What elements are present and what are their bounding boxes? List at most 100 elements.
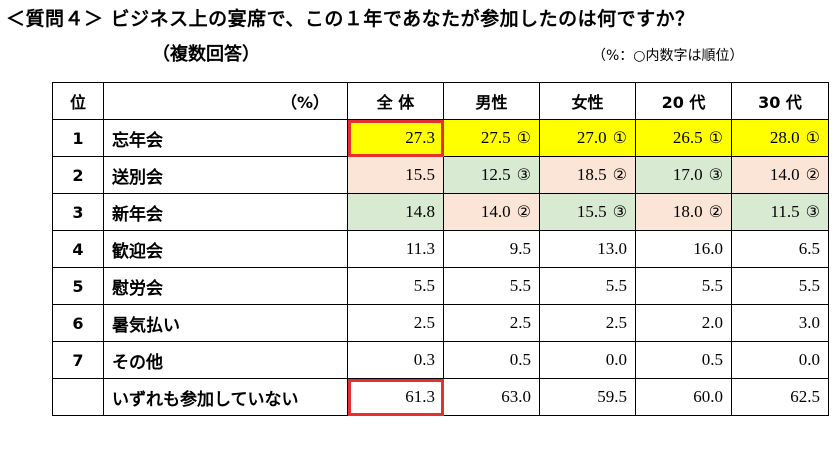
table-header-row: 位 （%） 全 体 男性 女性 20 代 30 代 — [52, 82, 829, 120]
value-cell: 61.3 — [347, 378, 444, 416]
percent-value: 59.5 — [597, 387, 627, 406]
header-col-male: 男性 — [443, 82, 540, 120]
value-cell: 26.5 ① — [635, 119, 732, 157]
percent-value: 15.5 — [576, 202, 607, 221]
rank-cell: 4 — [52, 230, 104, 268]
percent-value: 0.5 — [509, 350, 531, 369]
value-cell: 62.5 — [731, 378, 829, 416]
question-subtitle: （複数回答） — [152, 44, 260, 65]
percent-value: 2.5 — [509, 313, 531, 332]
percent-value: 5.5 — [798, 276, 820, 295]
value-cell: 60.0 — [635, 378, 732, 416]
percent-value: 6.5 — [798, 239, 820, 258]
table-row: 4 歓迎会 11.3 9.5 13.0 16.0 6.5 — [52, 230, 829, 268]
value-cell: 2.5 — [347, 304, 444, 342]
value-cell: 27.5 ① — [443, 119, 540, 157]
header-col-total: 全 体 — [347, 82, 444, 120]
percent-value: 5.5 — [509, 276, 531, 295]
rank-badge: ② — [805, 165, 820, 184]
table-row: 2 送別会 15.5 12.5 ③ 18.5 ② 17.0 ③ 14.0 ② — [52, 156, 829, 194]
rank-badge: ① — [708, 128, 723, 147]
table-row: いずれも参加していない 61.3 63.0 59.5 60.0 62.5 — [52, 378, 829, 416]
rank-badge: ③ — [612, 202, 627, 221]
header-rank: 位 — [52, 82, 104, 120]
value-cell: 2.5 — [539, 304, 636, 342]
table-row: 7 その他 0.3 0.5 0.0 0.5 0.0 — [52, 341, 829, 379]
table-row: 6 暑気払い 2.5 2.5 2.5 2.0 3.0 — [52, 304, 829, 342]
rank-badge: ① — [805, 128, 820, 147]
percent-value: 18.5 — [576, 165, 607, 184]
header-item: （%） — [103, 82, 348, 120]
value-cell: 14.0 ② — [731, 156, 829, 194]
percent-value: 60.0 — [693, 387, 723, 406]
value-cell: 18.0 ② — [635, 193, 732, 231]
rank-badge: ① — [516, 128, 531, 147]
percent-value: 3.0 — [798, 313, 820, 332]
percent-value: 5.5 — [605, 276, 627, 295]
item-label: 慰労会 — [103, 267, 348, 305]
rank-cell — [52, 378, 104, 416]
value-cell: 0.5 — [443, 341, 540, 379]
item-label: 送別会 — [103, 156, 348, 194]
value-cell: 9.5 — [443, 230, 540, 268]
value-cell: 28.0 ① — [731, 119, 829, 157]
item-label: 歓迎会 — [103, 230, 348, 268]
percent-value: 11.5 — [770, 202, 800, 221]
rank-badge: ③ — [805, 202, 820, 221]
percent-value: 14.8 — [405, 202, 435, 221]
percent-value: 14.0 — [769, 165, 800, 184]
value-cell: 15.5 — [347, 156, 444, 194]
percent-value: 12.5 — [480, 165, 511, 184]
value-cell: 0.3 — [347, 341, 444, 379]
value-cell: 16.0 — [635, 230, 732, 268]
percent-value: 2.0 — [701, 313, 723, 332]
value-cell: 13.0 — [539, 230, 636, 268]
results-table: 位 （%） 全 体 男性 女性 20 代 30 代 1 忘年会 27.3 27.5 ① 2… — [52, 82, 829, 416]
value-cell: 6.5 — [731, 230, 829, 268]
percent-value: 27.0 — [576, 128, 607, 147]
value-cell: 15.5 ③ — [539, 193, 636, 231]
rank-badge: ① — [612, 128, 627, 147]
value-cell: 14.0 ② — [443, 193, 540, 231]
rank-badge: ② — [612, 165, 627, 184]
item-label: いずれも参加していない — [103, 378, 348, 416]
percent-value: 17.0 — [672, 165, 703, 184]
percent-value: 61.3 — [405, 387, 435, 406]
value-cell: 0.0 — [731, 341, 829, 379]
value-cell: 27.3 — [347, 119, 444, 157]
rank-badge: ③ — [708, 165, 723, 184]
value-cell: 0.5 — [635, 341, 732, 379]
rank-cell: 6 — [52, 304, 104, 342]
table-note: （%：○内数字は順位） — [592, 48, 744, 64]
header-col-female: 女性 — [539, 82, 636, 120]
percent-value: 14.0 — [480, 202, 511, 221]
item-label: 暑気払い — [103, 304, 348, 342]
question-title: ＜質問４＞ ビジネス上の宴席で、この１年であなたが参加したのは何ですか？ — [6, 8, 695, 30]
rank-cell: 2 — [52, 156, 104, 194]
rank-cell: 7 — [52, 341, 104, 379]
percent-value: 0.3 — [413, 350, 435, 369]
item-label: その他 — [103, 341, 348, 379]
percent-value: 13.0 — [597, 239, 627, 258]
rank-badge: ③ — [516, 165, 531, 184]
percent-value: 28.0 — [769, 128, 800, 147]
percent-value: 27.5 — [480, 128, 511, 147]
value-cell: 63.0 — [443, 378, 540, 416]
value-cell: 11.3 — [347, 230, 444, 268]
header-col-20s: 20 代 — [635, 82, 732, 120]
percent-value: 5.5 — [413, 276, 435, 295]
percent-value: 11.3 — [405, 239, 435, 258]
percent-value: 27.3 — [405, 128, 435, 147]
value-cell: 5.5 — [731, 267, 829, 305]
value-cell: 5.5 — [443, 267, 540, 305]
value-cell: 2.5 — [443, 304, 540, 342]
percent-value: 0.5 — [701, 350, 723, 369]
rank-badge: ② — [708, 202, 723, 221]
percent-value: 2.5 — [413, 313, 435, 332]
percent-value: 16.0 — [693, 239, 723, 258]
value-cell: 14.8 — [347, 193, 444, 231]
percent-value: 26.5 — [672, 128, 703, 147]
table-row: 5 慰労会 5.5 5.5 5.5 5.5 5.5 — [52, 267, 829, 305]
value-cell: 18.5 ② — [539, 156, 636, 194]
value-cell: 5.5 — [635, 267, 732, 305]
